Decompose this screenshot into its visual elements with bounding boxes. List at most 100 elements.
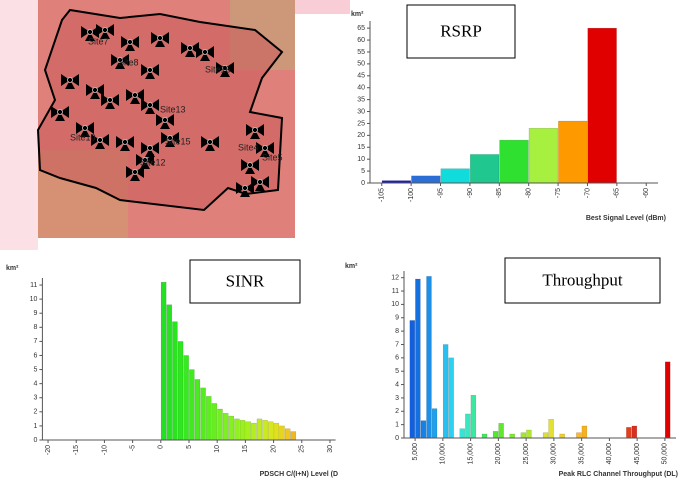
- x-tick-label: 35,000: [578, 443, 585, 465]
- x-tick-label: 20: [270, 445, 277, 453]
- bar: [415, 279, 420, 438]
- x-tick-label: 30,000: [551, 443, 558, 465]
- x-tick-label: 25: [299, 445, 306, 453]
- y-unit: km²: [345, 263, 358, 270]
- bar: [167, 305, 172, 440]
- bar: [626, 427, 631, 438]
- site-label: Site13: [160, 104, 186, 114]
- bar: [632, 426, 637, 438]
- site-marker-hub: [68, 78, 73, 83]
- site-label: Site16: [205, 64, 231, 74]
- bar: [465, 414, 470, 438]
- bar: [172, 322, 177, 440]
- y-tick-label: 11: [392, 288, 399, 295]
- bar: [560, 434, 565, 438]
- site-marker-hub: [103, 28, 108, 33]
- x-tick-label: -80: [526, 188, 533, 198]
- site-label: Site10: [70, 132, 96, 142]
- bar: [217, 409, 222, 440]
- site-marker-hub: [98, 138, 103, 143]
- bar: [432, 409, 437, 438]
- site-marker-hub: [158, 36, 163, 41]
- y-tick-label: 5: [395, 368, 399, 375]
- site-marker-hub: [123, 140, 128, 145]
- bar: [421, 421, 426, 438]
- bar: [195, 379, 200, 440]
- site-label: Site7: [88, 36, 109, 46]
- bar: [229, 416, 234, 440]
- site-marker-hub: [148, 103, 153, 108]
- x-tick-label: 45,000: [634, 443, 641, 465]
- y-tick-label: 11: [30, 282, 37, 289]
- y-unit: km²: [351, 11, 364, 18]
- y-tick-label: 12: [391, 275, 399, 282]
- x-axis-label: Peak RLC Channel Throughput (DL): [559, 471, 678, 478]
- y-tick-label: 20: [357, 132, 365, 139]
- y-tick-label: 8: [33, 324, 37, 331]
- site-label: Site8: [118, 57, 139, 67]
- bar: [443, 344, 448, 438]
- bar: [240, 420, 245, 440]
- bar: [441, 169, 470, 183]
- site-marker-hub: [83, 126, 88, 131]
- site-marker-hub: [88, 30, 93, 35]
- bar: [529, 128, 558, 183]
- bar: [499, 423, 504, 438]
- y-tick-label: 25: [357, 120, 365, 127]
- x-tick-label: 30: [327, 445, 334, 453]
- x-tick-label: 10,000: [440, 443, 447, 465]
- site-marker-hub: [133, 93, 138, 98]
- bar: [212, 403, 217, 440]
- x-tick-label: -5: [129, 445, 136, 451]
- x-axis-label: PDSCH C/(I+N) Level (D: [260, 471, 338, 478]
- x-tick-label: -65: [614, 188, 621, 198]
- map: Site7 Site8 Site16 Site13 Site10 Site15 Site12…: [0, 0, 350, 250]
- bar: [510, 434, 515, 438]
- bar: [549, 419, 554, 438]
- bar: [576, 433, 581, 438]
- bar: [184, 355, 189, 440]
- site-marker-hub: [133, 170, 138, 175]
- x-axis-label: Best Signal Level (dBm): [586, 215, 666, 222]
- x-tick-label: 5: [186, 445, 193, 449]
- y-tick-label: 65: [357, 25, 365, 32]
- site-label: Site5: [262, 152, 283, 162]
- bar: [246, 422, 251, 440]
- page: Site7 Site8 Site16 Site13 Site10 Site15 Site12…: [0, 0, 688, 482]
- bar: [251, 423, 256, 440]
- y-tick-label: 35: [357, 96, 365, 103]
- y-tick-label: 4: [395, 381, 399, 388]
- y-tick-label: 9: [395, 315, 399, 322]
- bar: [411, 176, 440, 183]
- y-tick-label: 5: [361, 168, 365, 175]
- map-band: [0, 0, 38, 250]
- y-tick-label: 10: [391, 301, 399, 308]
- bar: [582, 426, 587, 438]
- y-tick-label: 3: [33, 395, 37, 402]
- y-tick-label: 5: [33, 366, 37, 373]
- x-tick-label: 15,000: [467, 443, 474, 465]
- x-tick-label: -10: [101, 445, 108, 455]
- site-marker-hub: [93, 88, 98, 93]
- y-tick-label: 10: [30, 296, 38, 303]
- site-marker-hub: [163, 118, 168, 123]
- site-marker-hub: [258, 180, 263, 185]
- bar: [201, 388, 206, 440]
- y-tick-label: 3: [395, 395, 399, 402]
- x-tick-label: -90: [467, 188, 474, 198]
- x-tick-label: -70: [584, 188, 591, 198]
- y-tick-label: 9: [33, 310, 37, 317]
- site-label: Site15: [165, 136, 191, 146]
- y-tick-label: 6: [33, 352, 37, 359]
- x-tick-label: 15: [242, 445, 249, 453]
- bar: [543, 433, 548, 438]
- x-tick-label: 50,000: [662, 443, 669, 465]
- bar: [427, 276, 432, 438]
- bar: [471, 395, 476, 438]
- y-tick-label: 7: [395, 341, 399, 348]
- x-tick-label: 10: [214, 445, 221, 453]
- site-label: Site12: [140, 157, 166, 167]
- site-marker-hub: [208, 140, 213, 145]
- bar: [460, 429, 465, 438]
- site-marker-hub: [243, 186, 248, 191]
